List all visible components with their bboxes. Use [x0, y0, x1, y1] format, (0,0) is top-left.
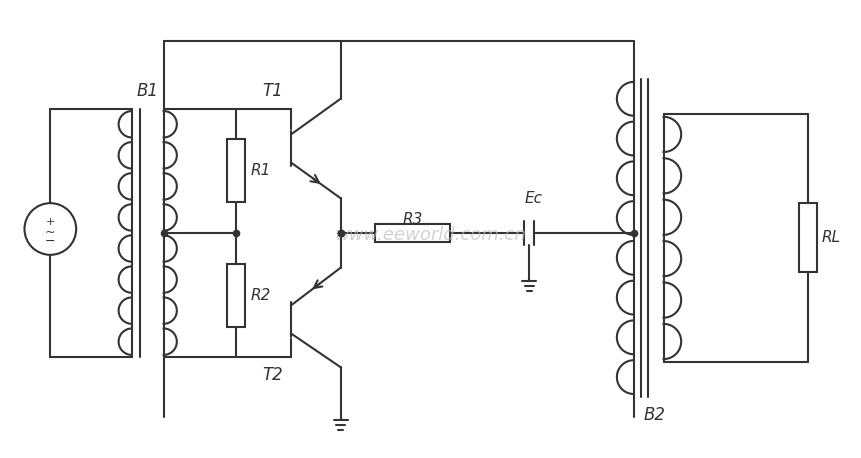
Text: T2: T2: [263, 366, 283, 384]
Text: R3: R3: [402, 212, 422, 227]
Text: +: +: [46, 217, 55, 227]
Bar: [798, 203, 815, 272]
Text: B2: B2: [643, 406, 665, 424]
Bar: [375, 224, 449, 242]
Text: T1: T1: [263, 82, 283, 100]
Bar: [227, 139, 245, 202]
Text: R2: R2: [250, 288, 270, 303]
Text: −: −: [45, 234, 55, 247]
Text: ~: ~: [45, 225, 55, 239]
Text: R1: R1: [250, 164, 270, 178]
Bar: [227, 264, 245, 327]
Text: www.eeworld.com.cn: www.eeworld.com.cn: [334, 226, 525, 244]
Text: Ec: Ec: [523, 191, 542, 206]
Text: RL: RL: [821, 230, 839, 245]
Text: B1: B1: [137, 82, 158, 100]
